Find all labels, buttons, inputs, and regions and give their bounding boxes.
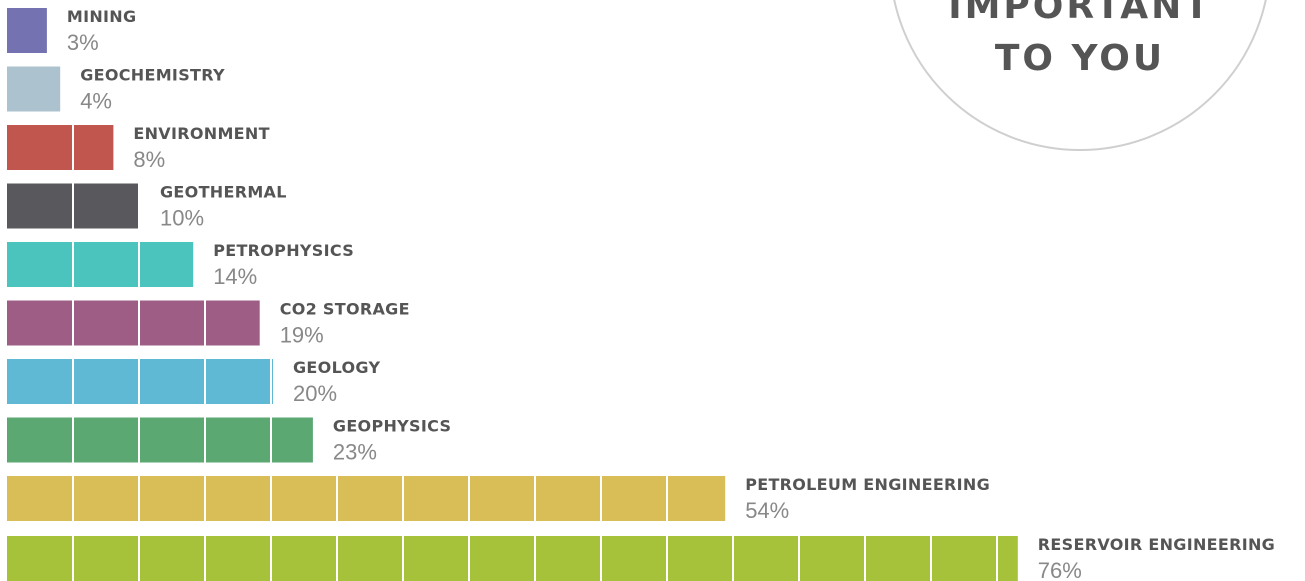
- bar: [7, 8, 47, 53]
- value-label: 20%: [293, 381, 337, 406]
- category-label: MINING: [67, 7, 137, 26]
- value-label: 8%: [133, 147, 165, 172]
- category-label: PETROLEUM ENGINEERING: [745, 475, 990, 494]
- value-label: 23%: [333, 440, 377, 465]
- category-label: GEOPHYSICS: [333, 417, 451, 436]
- bar: [7, 242, 194, 287]
- bar: [7, 300, 260, 346]
- bar: [7, 417, 313, 463]
- badge-text: TO YOU: [995, 38, 1165, 79]
- value-label: 19%: [280, 323, 324, 348]
- category-label: GEOLOGY: [293, 358, 380, 377]
- category-label: GEOCHEMISTRY: [80, 66, 225, 85]
- category-label: CO2 STORAGE: [280, 300, 410, 319]
- bar: [7, 536, 1018, 581]
- bar: [7, 476, 726, 521]
- value-label: 4%: [80, 89, 112, 114]
- bar: [7, 125, 114, 170]
- bar: [7, 66, 61, 112]
- value-label: 76%: [1038, 558, 1082, 581]
- category-label: RESERVOIR ENGINEERING: [1038, 535, 1275, 554]
- value-label: 10%: [160, 206, 204, 231]
- category-label: PETROPHYSICS: [213, 241, 354, 260]
- badge-text: IMPORTANT: [948, 0, 1212, 27]
- category-label: GEOTHERMAL: [160, 183, 287, 202]
- value-label: 14%: [213, 264, 257, 289]
- value-label: 54%: [745, 498, 789, 523]
- badge-circle: [893, 0, 1267, 151]
- value-label: 3%: [67, 30, 99, 55]
- category-label: ENVIRONMENT: [133, 124, 269, 143]
